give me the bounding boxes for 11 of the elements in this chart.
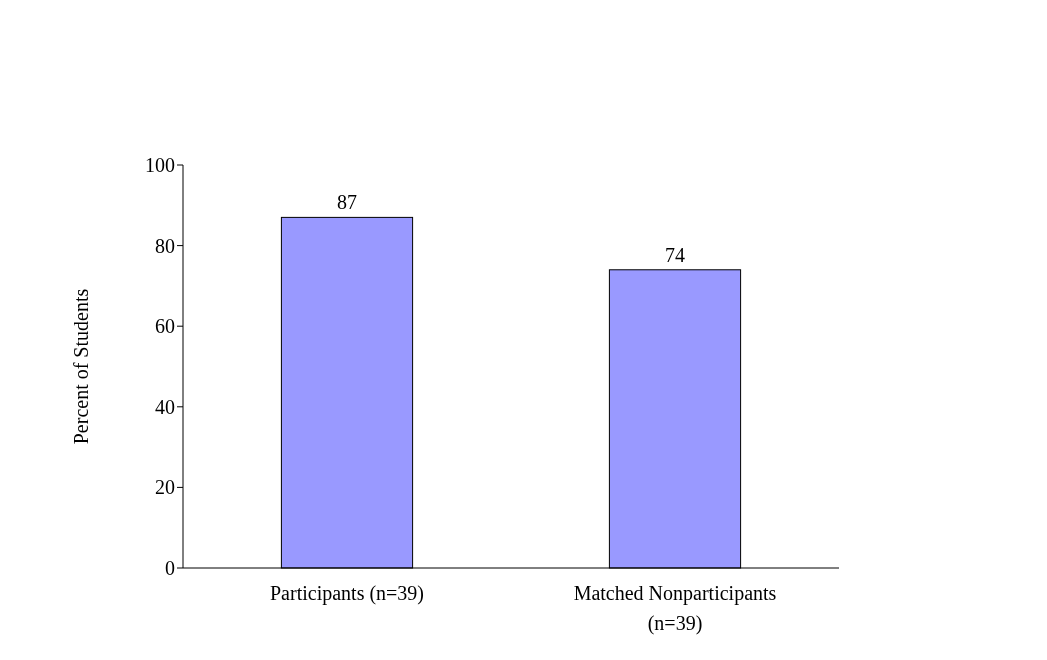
y-axis-title: Percent of Students (70, 288, 92, 445)
y-tick-label: 80 (155, 234, 175, 257)
x-tick-label: Participants (n=39) (269, 582, 425, 605)
data-label: 74 (665, 243, 685, 266)
y-tick-label: 60 (155, 315, 175, 338)
data-label: 87 (337, 191, 357, 214)
x-tick-label: Matched Nonparticipants (n=39) (573, 582, 777, 635)
y-tick-label: 100 (145, 154, 175, 176)
y-tick-label: 40 (155, 395, 175, 418)
y-tick-label: 0 (165, 557, 175, 579)
y-tick-label: 20 (155, 476, 175, 499)
